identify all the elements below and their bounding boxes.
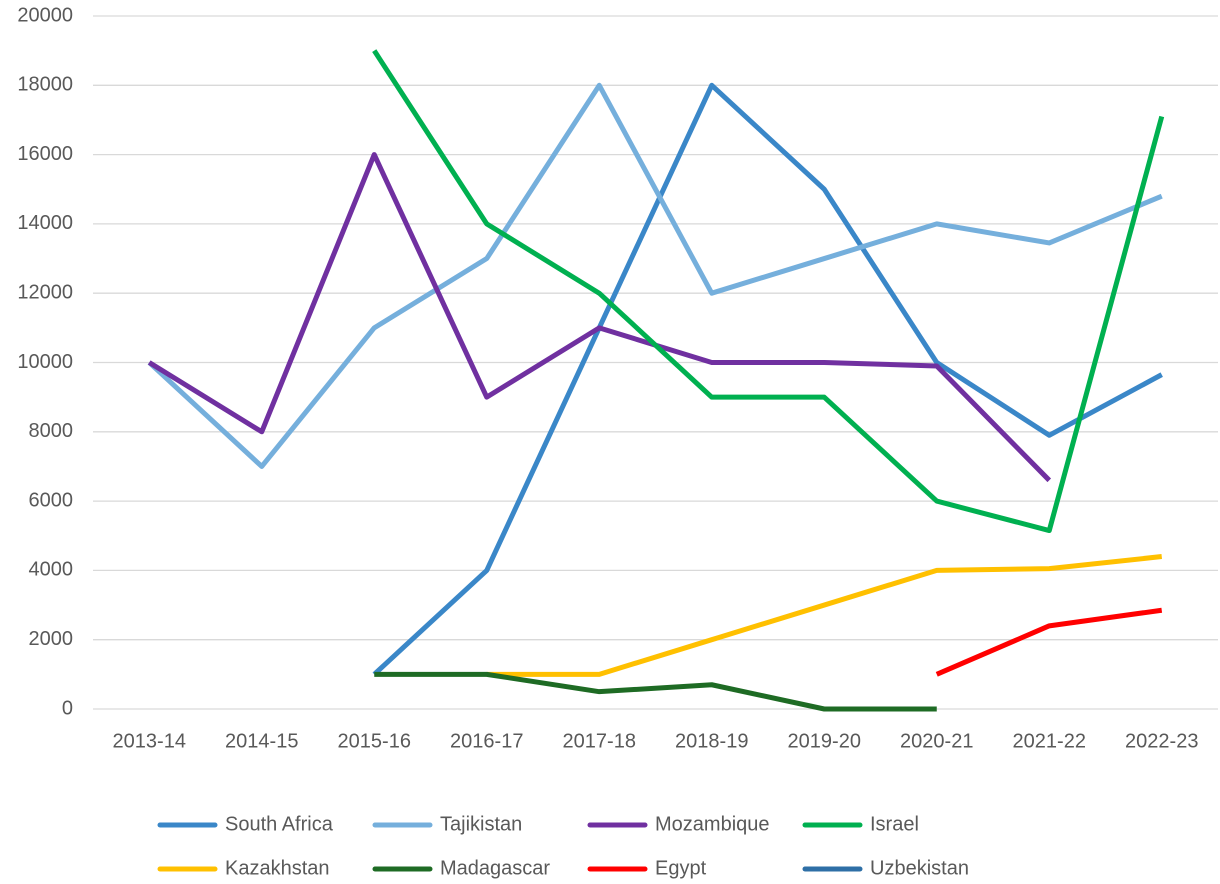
- x-tick-label: 2018-19: [675, 730, 748, 752]
- series-line: [372, 82, 1163, 677]
- legend-label: Tajikistan: [440, 813, 522, 835]
- legend-label: Egypt: [655, 857, 707, 879]
- series-line: [147, 152, 1052, 483]
- y-tick-label: 0: [62, 697, 73, 719]
- y-tick-label: 14000: [17, 212, 73, 234]
- y-tick-label: 4000: [29, 559, 74, 581]
- x-tick-label: 2016-17: [450, 730, 523, 752]
- x-tick-label: 2015-16: [338, 730, 411, 752]
- y-tick-label: 16000: [17, 143, 73, 165]
- y-tick-label: 20000: [17, 4, 73, 26]
- legend-label: South Africa: [225, 813, 334, 835]
- series-line: [372, 49, 1165, 534]
- y-tick-label: 2000: [29, 628, 74, 650]
- y-tick-label: 8000: [29, 420, 74, 442]
- y-tick-label: 18000: [17, 74, 73, 96]
- legend-label: Kazakhstan: [225, 857, 330, 879]
- series-line: [374, 671, 937, 712]
- x-tick-label: 2021-22: [1013, 730, 1086, 752]
- y-tick-label: 12000: [17, 281, 73, 303]
- legend-label: Uzbekistan: [870, 857, 969, 879]
- x-tick-label: 2020-21: [900, 730, 973, 752]
- x-tick-label: 2022-23: [1125, 730, 1198, 752]
- series-line: [147, 82, 1163, 469]
- y-tick-label: 10000: [17, 351, 73, 373]
- x-tick-label: 2017-18: [563, 730, 636, 752]
- y-tick-label: 6000: [29, 489, 74, 511]
- x-tick-label: 2014-15: [225, 730, 298, 752]
- legend-label: Madagascar: [440, 857, 550, 879]
- x-tick-label: 2019-20: [788, 730, 861, 752]
- x-tick-label: 2013-14: [113, 730, 186, 752]
- legend-label: Israel: [870, 813, 919, 835]
- series-line: [486, 554, 1163, 677]
- legend-label: Mozambique: [655, 813, 770, 835]
- series-line: [935, 607, 1163, 677]
